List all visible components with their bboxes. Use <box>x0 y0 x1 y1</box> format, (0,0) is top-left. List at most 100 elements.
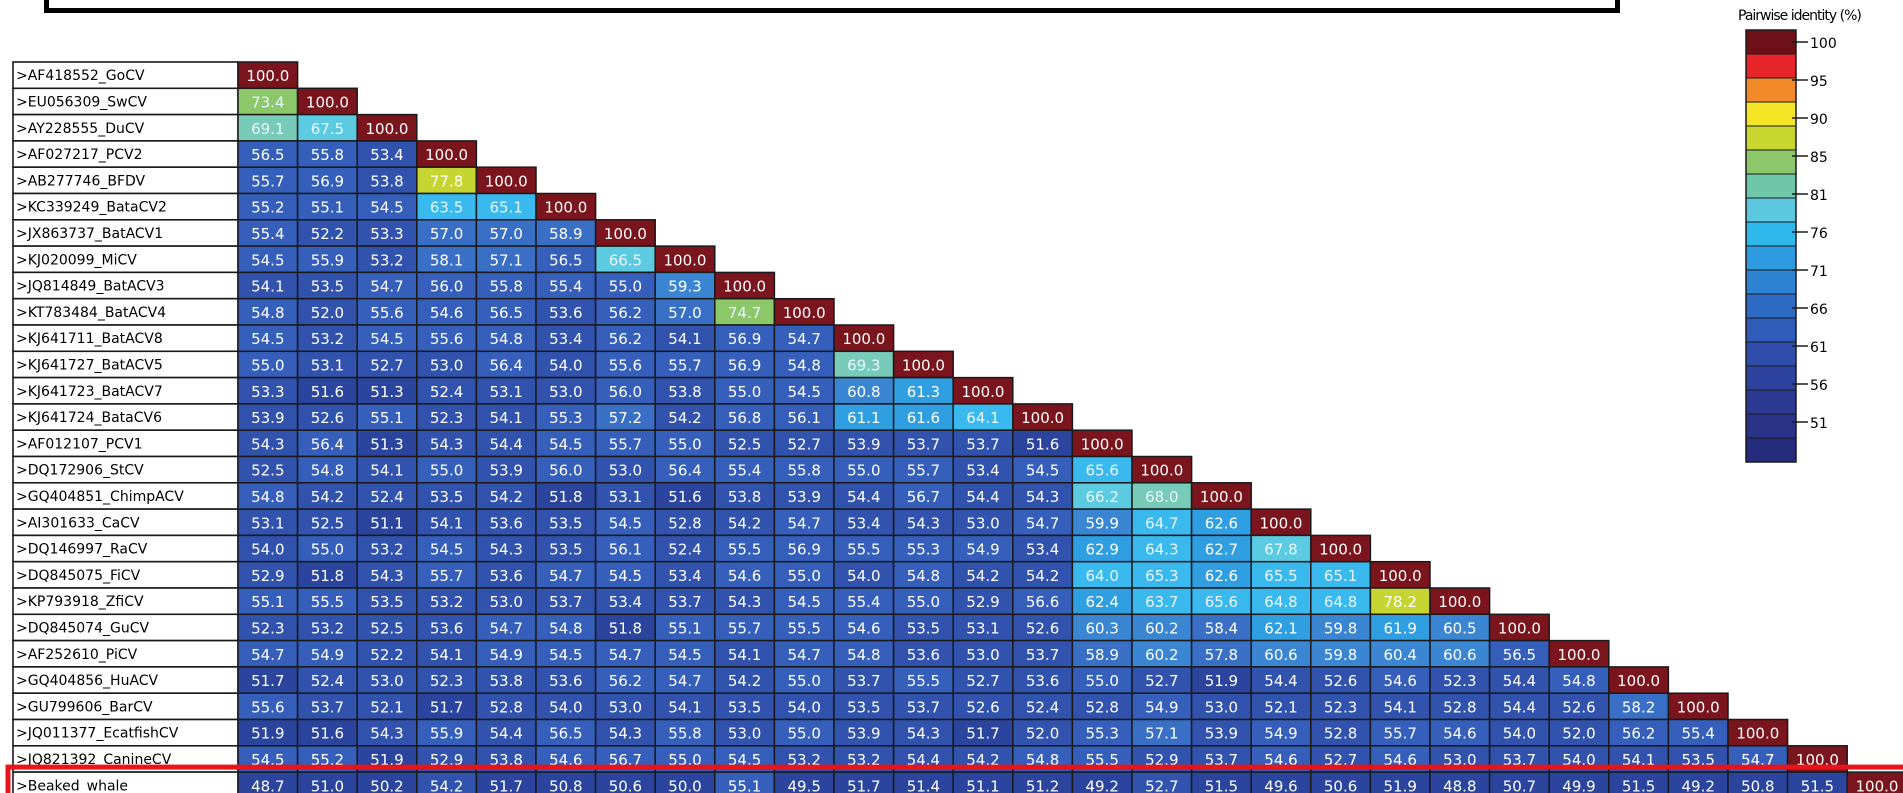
cell-value: 56.1 <box>787 409 820 427</box>
row-label-box <box>12 403 239 431</box>
heatmap-row: >AI301633_CaCV 53.1 52.5 51.1 54.1 53.6 53.5 54… <box>12 508 1312 537</box>
cell-value: 51.7 <box>489 777 522 793</box>
heatmap-cell <box>1608 692 1670 721</box>
cell-value: 50.6 <box>609 777 642 793</box>
heatmap-cell <box>594 560 656 589</box>
cell-value: 48.7 <box>251 777 284 793</box>
cell-value: 53.0 <box>1443 751 1476 769</box>
heatmap-cell <box>475 587 537 616</box>
cell-value: 54.9 <box>311 646 344 664</box>
heatmap-cell <box>475 350 537 379</box>
cell-value: 53.9 <box>489 462 522 480</box>
row-label: >DQ845074_GuCV <box>16 620 149 636</box>
cell-value: 52.6 <box>1324 672 1357 690</box>
heatmap-cell <box>1310 534 1372 563</box>
heatmap-cell <box>833 639 895 668</box>
cell-value: 100.0 <box>604 225 647 243</box>
cell-value: 56.9 <box>311 172 344 190</box>
heatmap-cell <box>952 666 1014 694</box>
cell-value: 52.7 <box>966 672 999 690</box>
heatmap-cell <box>237 271 299 300</box>
cell-value: 56.6 <box>1026 593 1059 611</box>
cell-value: 51.8 <box>311 567 344 585</box>
cell-value: 53.2 <box>370 541 403 559</box>
cell-value: 100.0 <box>1081 435 1124 453</box>
cell-value: 54.4 <box>1264 672 1297 690</box>
heatmap-cell <box>773 666 835 694</box>
heatmap-cell <box>356 166 418 195</box>
cell-value: 53.2 <box>311 330 344 348</box>
cell-value: 53.0 <box>370 672 403 690</box>
cell-value: 52.8 <box>1085 698 1118 716</box>
legend-swatch <box>1745 365 1797 391</box>
cell-value: 53.2 <box>787 751 820 769</box>
cell-value: 53.4 <box>847 514 880 532</box>
heatmap-cell <box>535 455 597 484</box>
row-label: >AB277746_BFDV <box>16 173 146 189</box>
cell-value: 54.5 <box>787 593 820 611</box>
cell-value: 56.8 <box>728 409 761 427</box>
row-label-box <box>12 613 239 642</box>
cell-value: 54.5 <box>787 383 820 401</box>
heatmap-row: >DQ172906_StCV 52.5 54.8 54.1 55.0 53.9 56.0 53… <box>12 455 1193 484</box>
heatmap-cell <box>1310 587 1372 616</box>
cell-value: 54.7 <box>549 567 582 585</box>
cell-value: 52.4 <box>370 488 403 506</box>
cell-value: 56.0 <box>609 383 642 401</box>
cell-value: 54.2 <box>966 751 999 769</box>
cell-value: 58.9 <box>1085 646 1118 664</box>
legend-frame <box>1745 29 1797 463</box>
cell-value: 56.0 <box>430 278 463 296</box>
cell-value: 56.7 <box>907 488 940 506</box>
cell-value: 53.0 <box>549 383 582 401</box>
cell-value: 55.7 <box>1383 725 1416 743</box>
cell-value: 57.1 <box>489 251 522 269</box>
heatmap-cell <box>594 692 656 721</box>
cell-value: 54.4 <box>907 751 940 769</box>
cell-value: 54.7 <box>668 672 701 690</box>
cell-value: 62.1 <box>1264 619 1297 637</box>
heatmap-cell <box>1012 639 1074 668</box>
cell-value: 54.2 <box>311 488 344 506</box>
cell-value: 52.2 <box>370 646 403 664</box>
cell-value: 49.2 <box>1085 777 1118 793</box>
cell-value: 64.1 <box>966 409 999 427</box>
heatmap-cell <box>237 87 299 116</box>
cell-value: 65.3 <box>1145 567 1178 585</box>
cell-value: 54.8 <box>1026 751 1059 769</box>
cell-value: 67.5 <box>311 120 344 138</box>
heatmap-cell <box>714 639 776 668</box>
cell-value: 51.6 <box>1026 435 1059 453</box>
heatmap-cell <box>773 429 835 458</box>
cell-value: 54.8 <box>311 462 344 480</box>
row-label-box <box>12 166 239 195</box>
cell-value: 52.6 <box>1026 619 1059 637</box>
legend-swatch <box>1745 173 1797 199</box>
row-label: >EU056309_SwCV <box>16 94 147 110</box>
heatmap-cell <box>654 666 716 694</box>
cell-value: 55.1 <box>668 619 701 637</box>
cell-value: 55.7 <box>430 567 463 585</box>
cell-value: 55.5 <box>1085 751 1118 769</box>
heatmap-cell <box>475 271 537 300</box>
legend-title: Pairwise identity (%) <box>1738 8 1862 24</box>
legend-swatch <box>1745 221 1797 247</box>
cell-value: 52.0 <box>311 304 344 322</box>
cell-value: 48.8 <box>1443 777 1476 793</box>
cell-value: 54.6 <box>847 619 880 637</box>
heatmap-cell <box>475 324 537 353</box>
cell-value: 51.3 <box>370 383 403 401</box>
heatmap-cell <box>892 692 954 721</box>
cell-value: 100.0 <box>1736 725 1779 743</box>
heatmap-cell <box>1310 718 1372 747</box>
cell-value: 53.1 <box>966 619 999 637</box>
cell-value: 100.0 <box>1379 567 1422 585</box>
cell-value: 55.0 <box>787 725 820 743</box>
heatmap-cell <box>416 560 478 589</box>
cell-value: 54.5 <box>251 251 284 269</box>
row-label: >AY228555_DuCV <box>16 121 145 137</box>
heatmap-cell <box>475 718 537 747</box>
cell-value: 100.0 <box>1260 514 1303 532</box>
cell-value: 64.7 <box>1145 514 1178 532</box>
